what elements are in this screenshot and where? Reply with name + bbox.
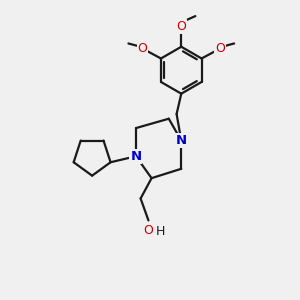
Text: O: O	[143, 224, 153, 237]
Text: O: O	[138, 42, 147, 55]
Text: N: N	[176, 134, 187, 147]
Text: N: N	[130, 150, 142, 163]
Text: H: H	[156, 225, 165, 238]
Text: O: O	[176, 20, 186, 33]
Text: O: O	[215, 42, 225, 55]
